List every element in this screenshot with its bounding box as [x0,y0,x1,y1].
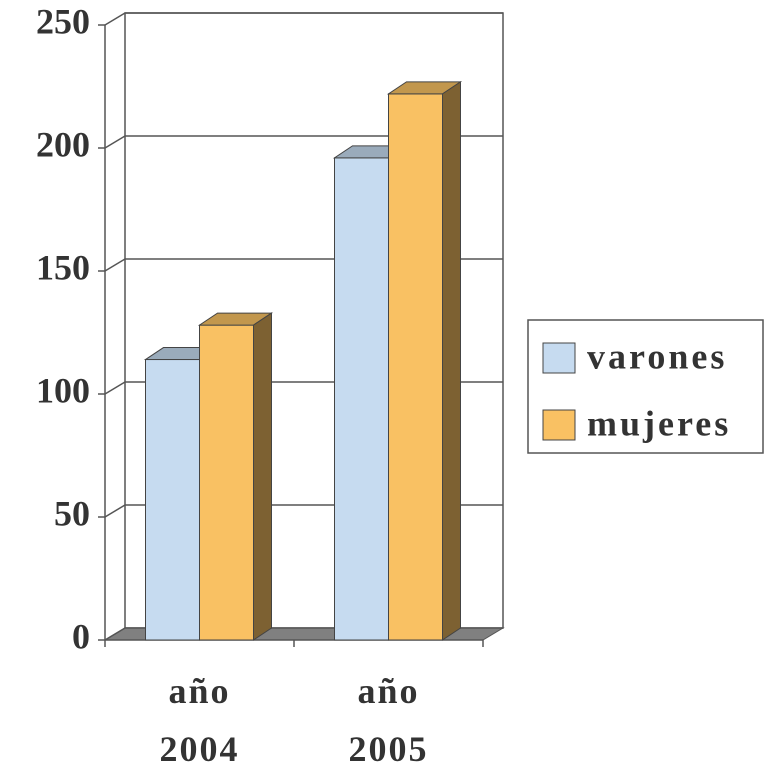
x-tick-label: año 2004 [159,671,240,769]
y-tick-depth [104,504,126,518]
legend-label: mujeres [587,403,731,443]
bar-side [253,312,272,641]
legend-label: varones [587,336,727,376]
y-tick-depth [104,12,126,26]
y-tick-depth [104,258,126,272]
bar [388,93,443,641]
x-tick-label: año 2005 [348,671,429,769]
y-tick-depth [104,381,126,395]
y-tick-label: 250 [36,1,90,41]
bar-side [442,80,461,641]
bar [145,359,200,641]
y-tick-depth [104,135,126,149]
y-tick-label: 100 [36,370,90,410]
y-tick-label: 150 [36,247,90,287]
y-tick-depth [104,627,126,641]
y-tick-label: 50 [54,493,90,533]
y-tick-label: 200 [36,124,90,164]
legend-swatch [542,409,576,441]
bar [199,324,254,641]
bar [334,157,389,641]
legend-swatch [542,342,576,374]
y-tick-label: 0 [72,616,90,656]
